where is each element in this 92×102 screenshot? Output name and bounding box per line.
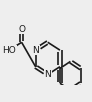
Text: N: N [32, 46, 39, 55]
Text: HO: HO [3, 46, 16, 55]
Text: O: O [18, 25, 25, 34]
Text: N: N [44, 70, 51, 79]
